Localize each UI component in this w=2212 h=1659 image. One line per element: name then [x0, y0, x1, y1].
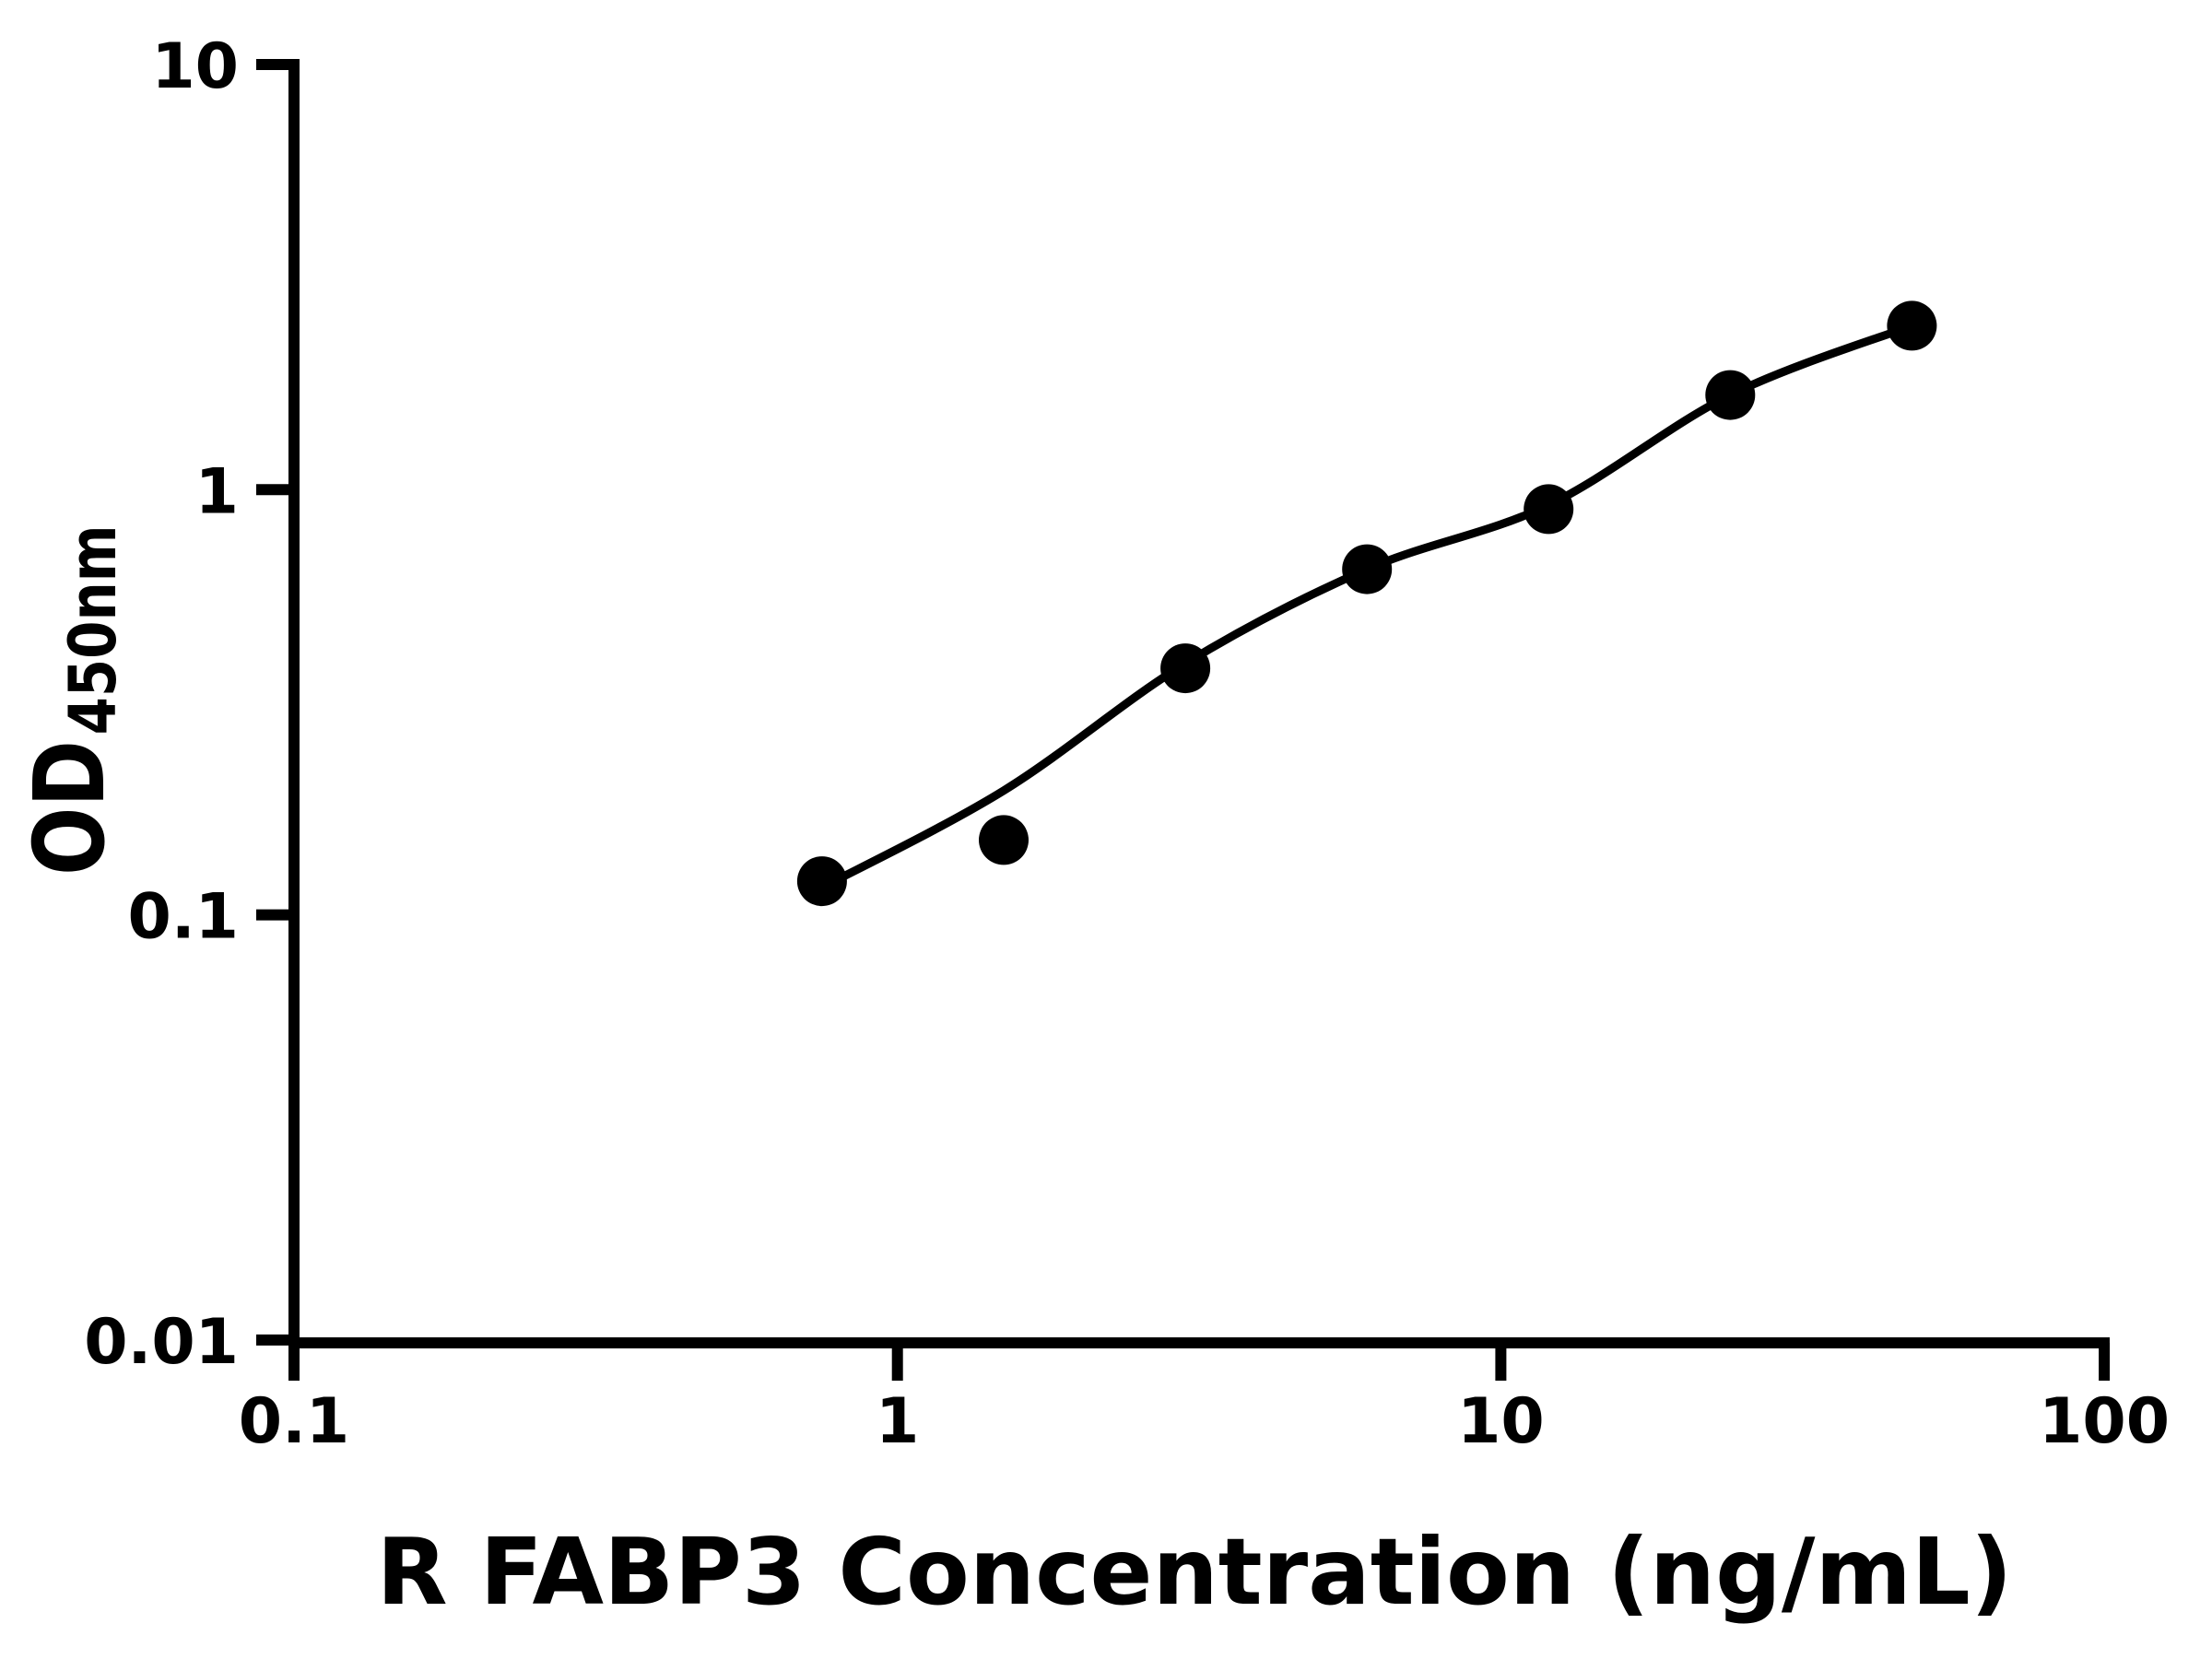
y-axis-title: OD 450nm: [14, 524, 131, 876]
x-tick-label-100: 100: [2039, 1385, 2170, 1458]
x-tick-label-10: 10: [1457, 1385, 1545, 1458]
y-tick-label-10: 10: [151, 30, 239, 103]
x-axis-title: R FABP3 Concentration (ng/mL): [377, 1518, 2013, 1626]
data-point-12ng-ml: [1524, 484, 1574, 535]
axes: [288, 59, 2110, 1348]
data-points-layer: [796, 300, 1937, 907]
y-tick-label-1: 1: [195, 455, 239, 528]
data-point-48ng-ml: [1887, 300, 1937, 351]
y-axis-title-main: OD: [14, 740, 126, 876]
y-tick-label-0.1: 0.1: [128, 881, 239, 954]
data-point-3ng-ml: [1160, 643, 1211, 694]
data-point-0.75ng-ml: [796, 856, 847, 907]
data-point-1.5ng-ml: [979, 815, 1029, 865]
tick-marks: [256, 59, 2111, 1381]
data-point-24ng-ml: [1705, 370, 1756, 420]
y-tick-label-0.01: 0.01: [84, 1306, 239, 1379]
data-point-6ng-ml: [1342, 544, 1393, 594]
y-axis-title-subscript: 450nm: [55, 524, 131, 735]
x-tick-label-0.1: 0.1: [239, 1385, 349, 1458]
x-tick-label-1: 1: [876, 1385, 919, 1458]
